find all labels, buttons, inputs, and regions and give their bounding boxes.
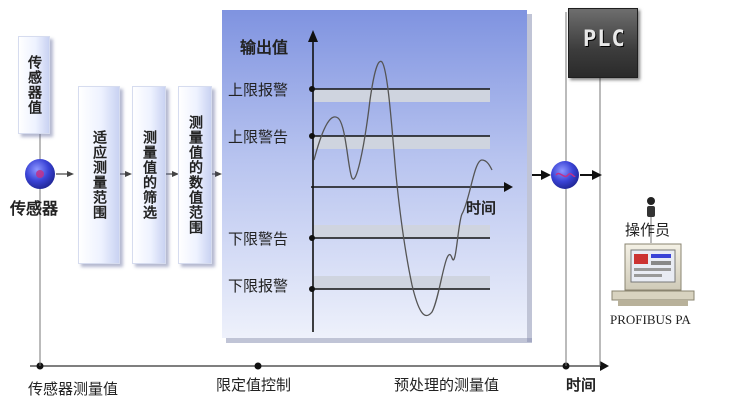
bottom-limit-control: 限定值控制 — [216, 376, 292, 394]
band-upper-warning — [314, 136, 490, 149]
filter-box: 测量值的筛选 — [132, 86, 166, 264]
time-axis-label: 时间 — [466, 199, 497, 217]
bottom-dot-limit — [254, 362, 262, 370]
screen-block — [651, 261, 671, 265]
processed-node-mark — [555, 172, 576, 178]
screen-block — [651, 254, 671, 258]
plc-label: PLC — [583, 27, 626, 52]
band-lower-alarm — [314, 276, 490, 289]
bottom-time: 时间 — [566, 376, 597, 394]
operator-label: 操作员 — [625, 221, 671, 239]
numeric-range-label: 测量值的数值范围 — [187, 115, 203, 235]
panel-shadow-bottom — [226, 338, 532, 343]
screen-block — [634, 254, 648, 264]
upper-warning-label: 上限警告 — [228, 128, 289, 146]
time-axis-arrow — [504, 182, 513, 192]
sensor-node-core — [36, 170, 44, 178]
tick-dot — [309, 235, 315, 241]
filter-label: 测量值的筛选 — [141, 130, 157, 220]
output-axis-arrow — [308, 30, 318, 42]
numeric-range-box: 测量值的数值范围 — [178, 86, 212, 264]
flow-arrow — [172, 171, 179, 177]
processed-node — [551, 161, 579, 189]
bottom-sensor-measured: 传感器测量值 — [28, 380, 119, 398]
adapt-range-label: 适应测量范围 — [91, 130, 107, 220]
flow-arrow — [67, 171, 74, 177]
band-lower-warning — [314, 225, 490, 238]
flow-arrow — [215, 171, 222, 177]
node-to-plc-arrow — [592, 170, 602, 180]
sensor-value-box: 传感器值 — [18, 36, 50, 134]
panel-shadow — [527, 14, 532, 342]
output-value-label: 输出值 — [240, 38, 289, 57]
sensor-label: 传感器 — [10, 199, 59, 218]
output-flow-arrow — [541, 170, 551, 180]
upper-alarm-label: 上限报警 — [228, 81, 289, 99]
operator-body — [647, 206, 655, 217]
tick-dot — [309, 86, 315, 92]
plc-icon: PLC — [568, 8, 638, 78]
flow-arrow — [125, 171, 132, 177]
bottom-preprocessed: 预处理的测量值 — [394, 376, 500, 394]
band-upper-alarm — [314, 89, 490, 102]
adapt-range-box: 适应测量范围 — [78, 86, 120, 264]
screen-block — [634, 274, 662, 277]
keyboard-icon — [611, 290, 695, 301]
lower-alarm-label: 下限报警 — [228, 277, 289, 295]
tick-dot — [309, 133, 315, 139]
bottom-axis-arrow — [600, 361, 609, 371]
lower-warning-label: 下限警告 — [228, 230, 289, 248]
sensor-value-label: 传感器值 — [26, 55, 42, 115]
signal-curve — [313, 60, 493, 317]
desk-base — [618, 300, 688, 306]
operator-head — [647, 197, 655, 205]
profibus-label: PROFIBUS PA — [610, 312, 691, 327]
tick-dot — [309, 286, 315, 292]
screen-block — [634, 268, 671, 271]
